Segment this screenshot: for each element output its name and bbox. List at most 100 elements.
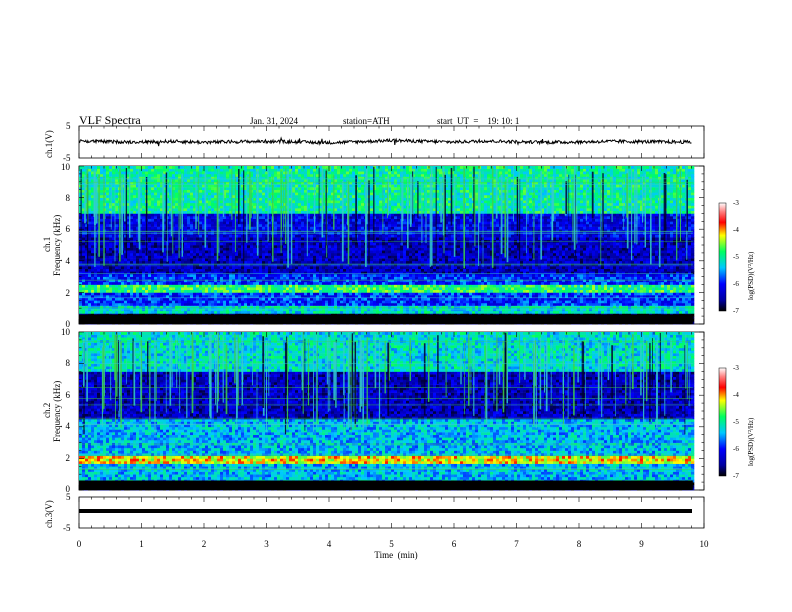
spectrogram-cell	[214, 261, 217, 264]
spectrogram-cell	[409, 300, 412, 303]
spectrogram-cell	[496, 285, 499, 288]
spectrogram-cell	[589, 292, 592, 295]
spectrogram-cell	[256, 269, 259, 272]
spectrogram-cell	[154, 274, 157, 277]
spectrogram-cell	[202, 311, 205, 314]
spectrogram-cell	[442, 306, 445, 309]
spectrogram-cell	[574, 306, 577, 309]
spectrogram-cell	[691, 292, 694, 295]
spectrogram-cell	[241, 282, 244, 285]
spectrogram-cell	[520, 300, 523, 303]
spectrogram-cell	[154, 303, 157, 306]
spectrogram-cell	[103, 292, 106, 295]
spectrogram-cell	[334, 282, 337, 285]
spectrogram-cell	[82, 279, 85, 282]
spectrogram-cell	[646, 300, 649, 303]
spectrogram-cell	[466, 274, 469, 277]
spectrogram-cell	[676, 303, 679, 306]
spectrogram-cell	[508, 285, 511, 288]
spectrogram-cell	[250, 261, 253, 264]
spectrogram-cell	[547, 261, 550, 264]
spectrogram-cell	[277, 282, 280, 285]
spectrogram-cell	[619, 266, 622, 269]
spectrogram-cell	[529, 287, 532, 290]
spectrogram-cell	[286, 295, 289, 298]
spectrogram-cell	[247, 282, 250, 285]
spectrogram-cell	[592, 306, 595, 309]
spectrogram-cell	[307, 311, 310, 314]
spectrogram-cell	[550, 269, 553, 272]
spectrogram-cell	[199, 279, 202, 282]
spectrogram-cell	[91, 269, 94, 272]
spectrogram-cell	[637, 277, 640, 280]
spectrogram-cell	[544, 295, 547, 298]
spectrogram-cell	[361, 274, 364, 277]
spectrogram-cell	[319, 292, 322, 295]
spectrogram-cell	[115, 290, 118, 293]
spectrogram-cell	[88, 261, 91, 264]
spectrogram-cell	[643, 303, 646, 306]
spectrogram-cell	[427, 298, 430, 301]
spectrogram-cell	[646, 279, 649, 282]
spectrogram-cell	[499, 311, 502, 314]
spectrogram-cell	[121, 311, 124, 314]
spectrogram-cell	[352, 287, 355, 290]
spectrogram-cell	[568, 306, 571, 309]
spectrogram-cell	[169, 261, 172, 264]
spectrogram-cell	[457, 292, 460, 295]
spectrogram-cell	[493, 300, 496, 303]
spectrogram-cell	[382, 298, 385, 301]
spectrogram-cell	[151, 303, 154, 306]
spectrogram-cell	[115, 303, 118, 306]
spectrogram-cell	[409, 292, 412, 295]
spectrogram-cell	[664, 269, 667, 272]
spectrogram-cell	[592, 274, 595, 277]
spectrogram-cell	[196, 290, 199, 293]
spectrogram-cell	[577, 303, 580, 306]
spectrogram-cell	[328, 279, 331, 282]
spectrogram-cell	[526, 287, 529, 290]
spectrogram-cell	[232, 290, 235, 293]
spectrogram-cell	[166, 292, 169, 295]
spectrogram-cell	[232, 295, 235, 298]
spectrogram-cell	[568, 269, 571, 272]
spectrogram-cell	[328, 266, 331, 269]
spectrogram-cell	[379, 311, 382, 314]
spectrogram-cell	[529, 279, 532, 282]
spectrogram-cell	[388, 303, 391, 306]
spectrogram-cell	[160, 274, 163, 277]
spectrogram-cell	[520, 266, 523, 269]
spectrogram-cell	[406, 282, 409, 285]
spectrogram-cell	[580, 311, 583, 314]
spectrogram-cell	[109, 306, 112, 309]
spectrogram-cell	[436, 266, 439, 269]
spectrogram-cell	[496, 292, 499, 295]
spectrogram-cell	[355, 269, 358, 272]
spectrogram-cell	[466, 290, 469, 293]
spectrogram-cell	[349, 274, 352, 277]
spectrogram-cell	[328, 287, 331, 290]
spectrogram-cell	[535, 287, 538, 290]
spectrogram-cell	[547, 285, 550, 288]
spectrogram-cell	[160, 279, 163, 282]
spectrogram-cell	[367, 300, 370, 303]
spectrogram-cell	[235, 274, 238, 277]
spectrogram-cell	[130, 258, 133, 261]
spectrogram-cell	[547, 295, 550, 298]
spectrogram-cell	[535, 285, 538, 288]
spectrogram-cell	[181, 298, 184, 301]
spectrogram-cell	[217, 282, 220, 285]
spectrogram-cell	[259, 274, 262, 277]
spectrogram-cell	[409, 290, 412, 293]
spectrogram-cell	[277, 292, 280, 295]
spectrogram-cell	[451, 300, 454, 303]
spectrogram-cell	[493, 298, 496, 301]
spectrogram-cell	[388, 274, 391, 277]
spectrogram-cell	[187, 269, 190, 272]
spectrogram-cell	[316, 295, 319, 298]
spectrogram-cell	[529, 290, 532, 293]
spectrogram-cell	[310, 292, 313, 295]
spectrogram-cell	[274, 282, 277, 285]
spectrogram-cell	[484, 277, 487, 280]
